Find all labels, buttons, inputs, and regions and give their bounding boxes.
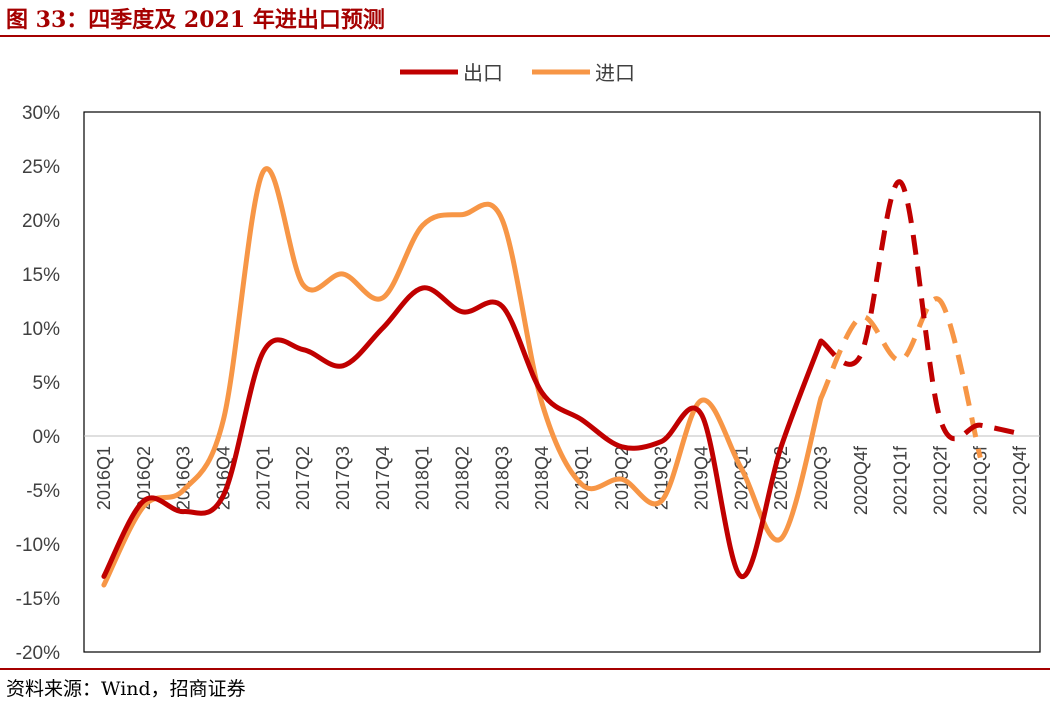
- series-forecast-export: [819, 179, 1021, 442]
- x-tick-label: 2017Q3: [333, 446, 353, 510]
- legend-label: 出口: [463, 61, 503, 85]
- y-tick-labels: -20% -15% -10% -5% 0% 5% 10% 15% 20% 25% 30%: [16, 103, 60, 664]
- y-tick-label: 20%: [22, 211, 60, 232]
- x-tick-label: 2016Q3: [174, 446, 194, 510]
- series-line-import: [101, 166, 824, 588]
- legend-label: 进口: [595, 61, 635, 85]
- x-tick-label: 2016Q4: [213, 446, 233, 510]
- y-tick-label: 10%: [22, 319, 60, 340]
- plot-area: [83, 111, 1041, 653]
- x-tick-labels: 2016Q1 2016Q2 2016Q3 2016Q4 2017Q1 2017Q2 2017…: [94, 445, 1030, 515]
- y-tick-label: -10%: [16, 535, 60, 556]
- series-line-export: [101, 285, 824, 579]
- x-tick-label: 2019Q1: [572, 446, 592, 510]
- source-note: 资料来源：Wind，招商证券: [6, 678, 246, 700]
- x-tick-label: 2020Q4f: [851, 445, 871, 515]
- x-tick-label: 2021Q4f: [1010, 445, 1030, 515]
- y-tick-label: -20%: [16, 643, 60, 664]
- title-rule: [0, 35, 1050, 37]
- series-forecast-import: [818, 296, 983, 459]
- x-tick-label: 2018Q2: [452, 446, 472, 510]
- y-tick-label: -15%: [16, 589, 60, 610]
- footer-rule: [0, 668, 1050, 670]
- x-tick-label: 2017Q4: [373, 446, 393, 510]
- y-tick-label: 5%: [33, 373, 61, 394]
- x-tick-label: 2016Q1: [94, 446, 114, 510]
- x-tick-label: 2019Q4: [691, 446, 711, 510]
- x-tick-label: 2018Q1: [413, 446, 433, 510]
- x-tick-label: 2018Q4: [532, 446, 552, 510]
- y-tick-label: 0%: [33, 427, 61, 448]
- figure-title: 图 33：四季度及 2021 年进出口预测: [6, 7, 385, 33]
- x-tick-label: 2017Q1: [253, 446, 273, 510]
- x-tick-label: 2020Q3: [811, 446, 831, 510]
- x-tick-label: 2021Q2f: [930, 445, 950, 515]
- y-tick-label: 25%: [22, 157, 60, 178]
- series-lines: [101, 166, 1021, 588]
- x-tick-label: 2017Q2: [293, 446, 313, 510]
- x-tick-label: 2016Q2: [134, 446, 154, 510]
- legend: 出口 进口: [400, 61, 635, 85]
- y-tick-label: 30%: [22, 103, 60, 124]
- x-tick-label: 2021Q3f: [970, 445, 990, 515]
- x-tick-label: 2021Q1f: [891, 445, 911, 515]
- y-tick-label: 15%: [22, 265, 60, 286]
- x-tick-label: 2018Q3: [492, 446, 512, 510]
- y-tick-label: -5%: [26, 481, 60, 502]
